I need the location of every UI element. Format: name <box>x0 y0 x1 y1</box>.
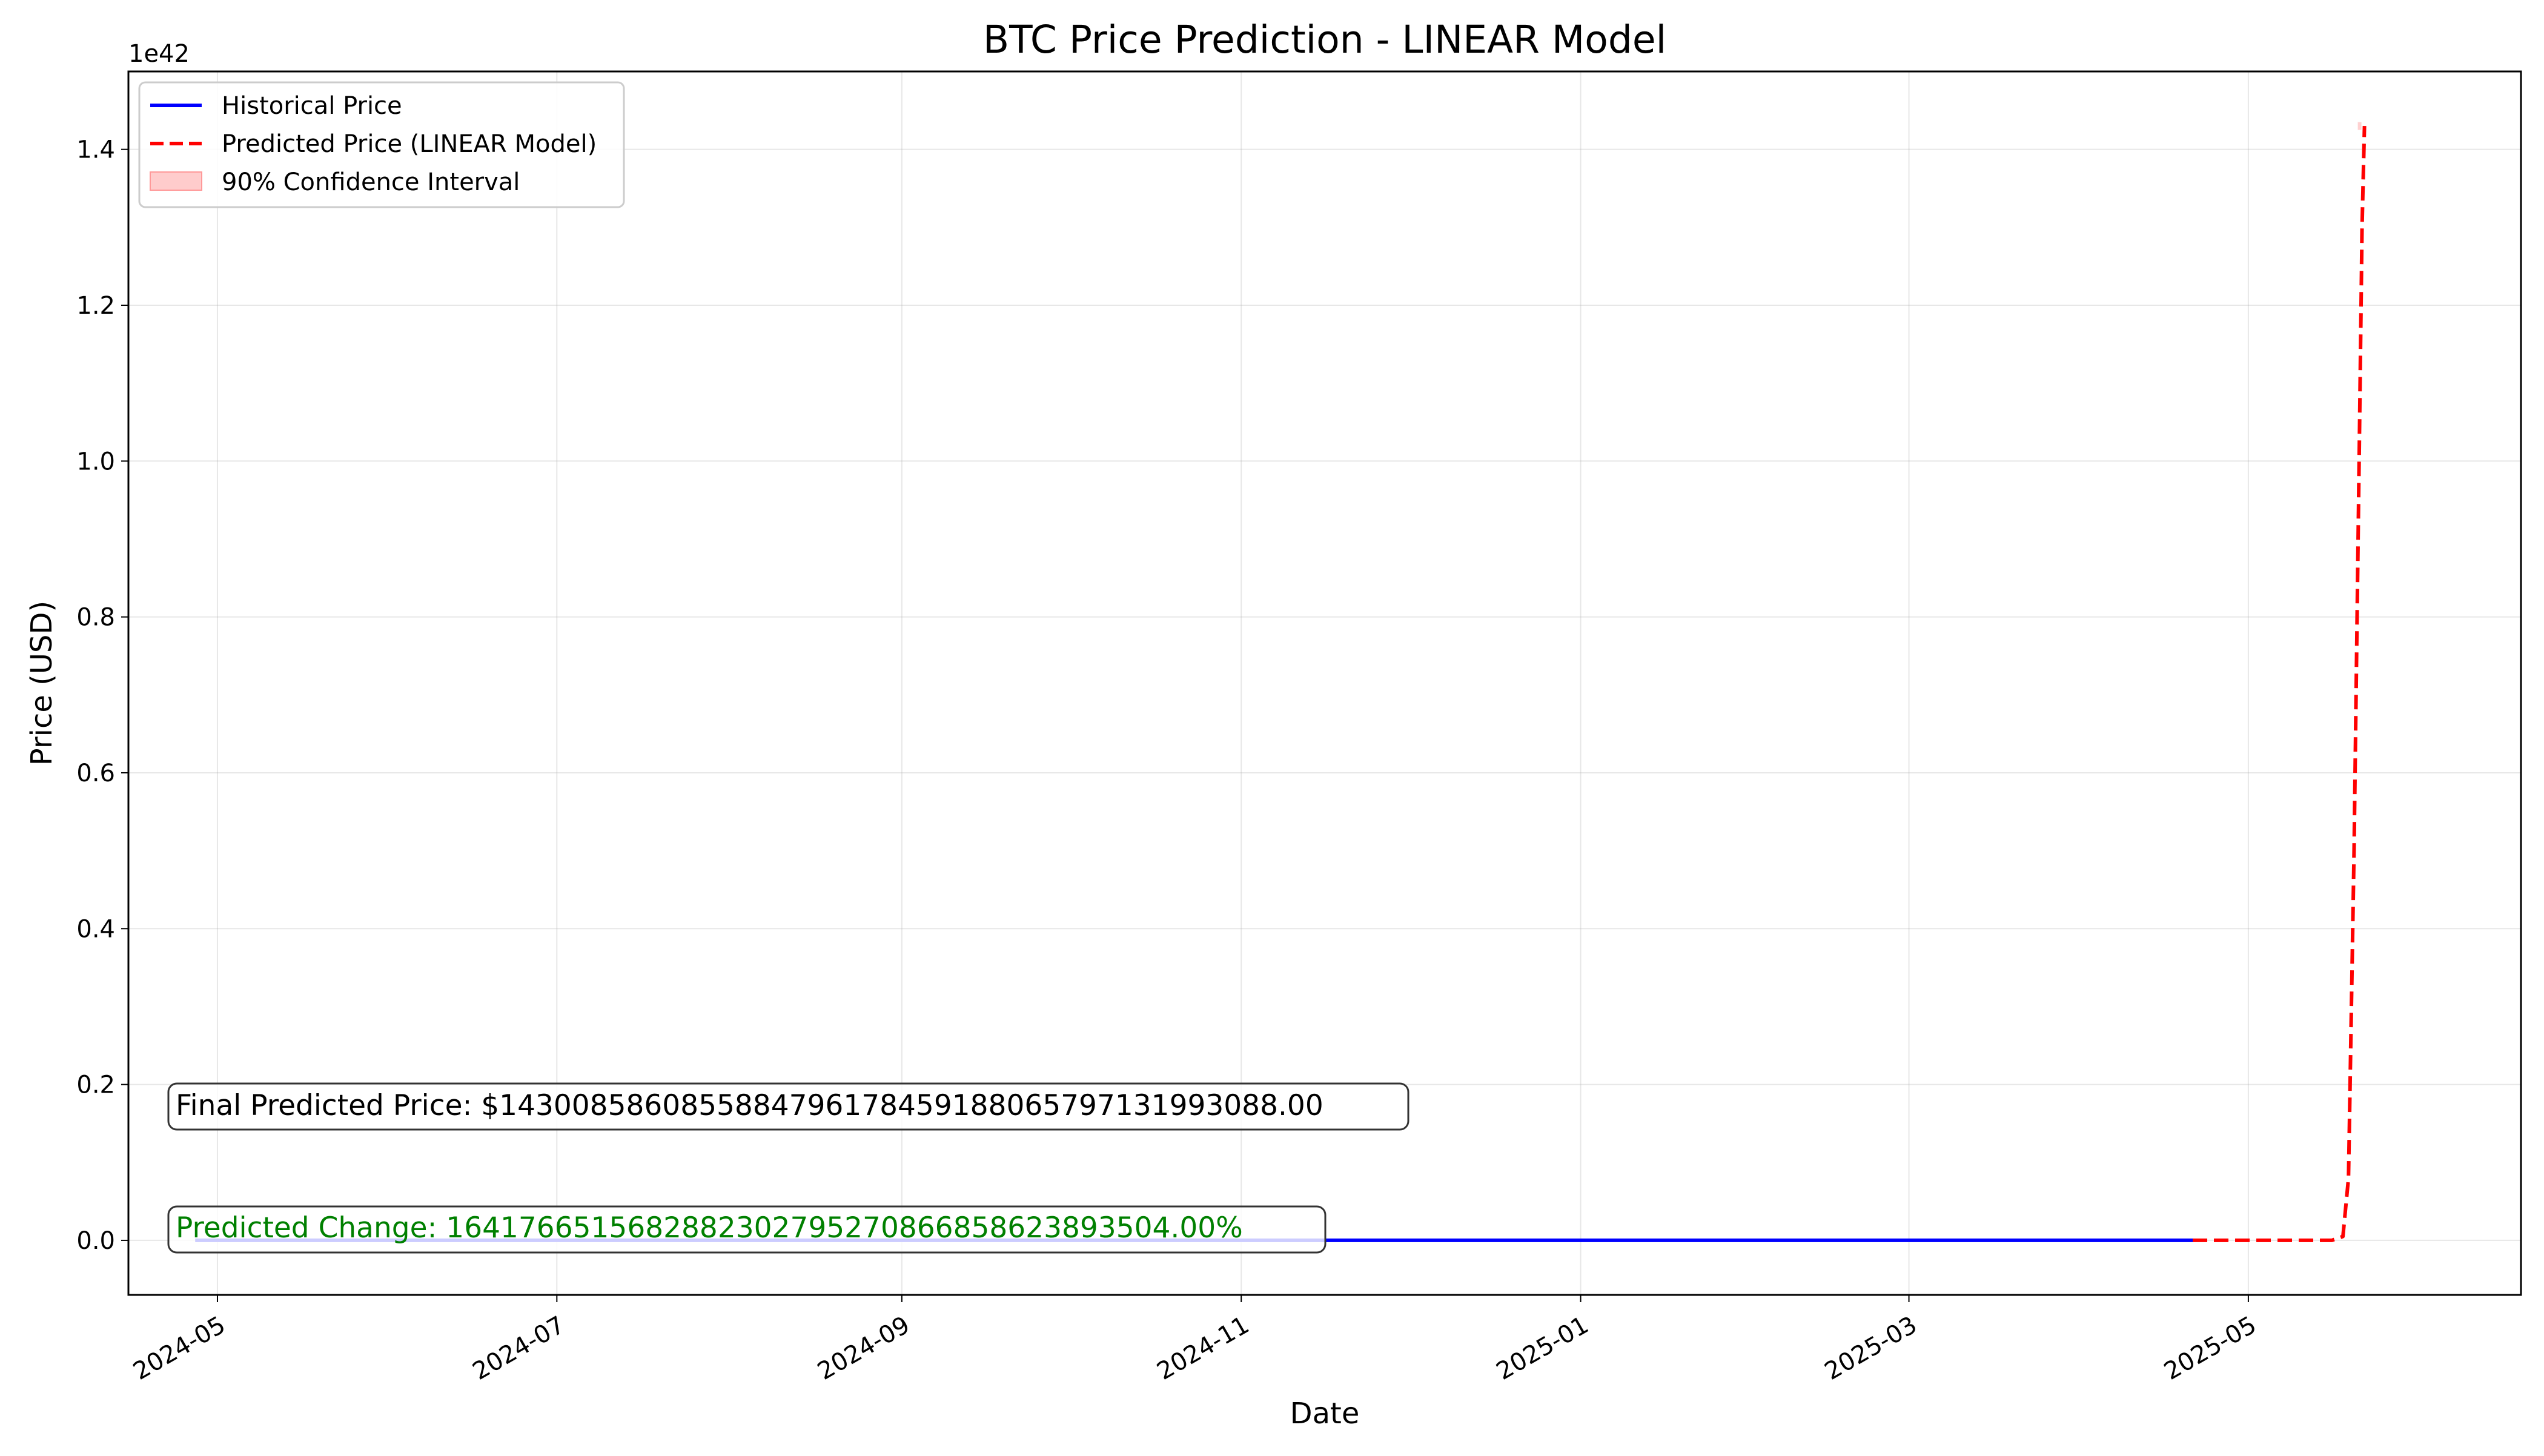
y-tick-label-7: 1.4 <box>76 136 115 164</box>
y-tick-label-6: 1.2 <box>76 292 115 320</box>
y-tick-label-3: 0.6 <box>76 759 115 787</box>
predicted-change-annotation: Predicted Change: 1641766515682882302795… <box>167 1205 1327 1254</box>
legend-confidence-swatch <box>150 171 202 191</box>
final-price-annotation: Final Predicted Price: $1430085860855884… <box>167 1082 1409 1131</box>
predicted-price-line <box>2193 125 2367 1242</box>
y-tick-label-2: 0.4 <box>76 915 115 943</box>
legend-predicted-label: Predicted Price (LINEAR Model) <box>222 130 597 158</box>
y-axis-offset-label: 1e42 <box>128 40 190 68</box>
confidence-interval-band <box>2357 122 2362 130</box>
y-tick-label-4: 0.8 <box>76 604 115 632</box>
y-tick-label-0: 0.0 <box>76 1227 115 1255</box>
chart-title: BTC Price Prediction - LINEAR Model <box>983 18 1666 62</box>
final-price-annotation-text: Final Predicted Price: $1430085860855884… <box>176 1089 1323 1122</box>
x-axis-label: Date <box>1290 1397 1360 1431</box>
predicted-change-annotation-text: Predicted Change: 1641766515682882302795… <box>176 1211 1243 1245</box>
y-axis-label: Price (USD) <box>25 601 59 766</box>
plot-frame <box>127 70 2522 1296</box>
legend-confidence-label: 90% Confidence Interval <box>222 168 520 196</box>
predicted-change-annotation-box <box>167 1205 1327 1254</box>
legend-box <box>138 81 625 208</box>
y-tick-label-5: 1.0 <box>76 448 115 475</box>
final-price-annotation-box <box>167 1082 1409 1131</box>
legend: Historical Price Predicted Price (LINEAR… <box>138 81 625 208</box>
legend-historical-label: Historical Price <box>222 92 402 120</box>
y-tick-label-1: 0.2 <box>76 1071 115 1099</box>
